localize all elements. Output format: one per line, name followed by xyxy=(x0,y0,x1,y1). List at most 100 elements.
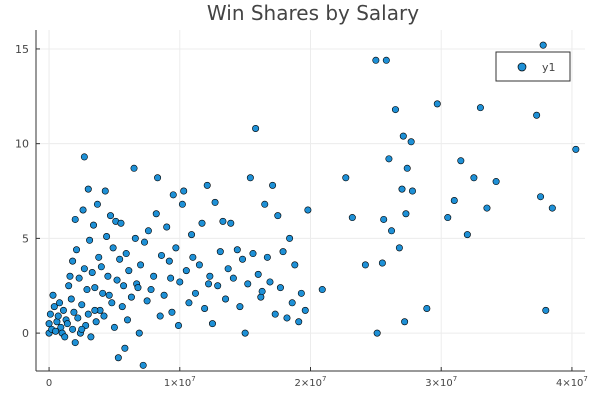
data-point-68 xyxy=(130,164,138,172)
data-point-101 xyxy=(203,181,211,189)
data-point-106 xyxy=(216,248,224,256)
data-point-169 xyxy=(537,193,545,201)
data-point-35 xyxy=(84,310,92,318)
data-point-28 xyxy=(78,301,86,309)
data-point-29 xyxy=(79,206,87,214)
data-point-62 xyxy=(120,282,128,290)
data-point-154 xyxy=(402,210,410,218)
data-point-91 xyxy=(178,200,186,208)
data-point-148 xyxy=(388,227,396,235)
axes: 0 1×107 2×107 3×107 4×107 0 5 10 15 xyxy=(15,30,588,389)
data-point-124 xyxy=(266,278,274,286)
data-point-25 xyxy=(74,314,82,322)
data-point-97 xyxy=(191,289,199,297)
data-point-171 xyxy=(542,306,550,314)
x-tick-label-2: 2×107 xyxy=(295,375,327,389)
data-point-129 xyxy=(279,248,287,256)
data-point-7 xyxy=(53,318,61,326)
data-point-69 xyxy=(131,234,139,242)
data-point-83 xyxy=(160,291,168,299)
data-point-120 xyxy=(254,270,262,278)
data-point-174 xyxy=(78,325,86,333)
data-point-36 xyxy=(86,236,94,244)
data-point-158 xyxy=(423,304,431,312)
data-point-149 xyxy=(391,106,399,114)
data-point-85 xyxy=(165,257,173,265)
data-point-37 xyxy=(87,333,95,341)
data-point-170 xyxy=(539,41,547,49)
data-point-119 xyxy=(252,125,260,133)
data-point-40 xyxy=(91,284,99,292)
data-point-57 xyxy=(113,276,121,284)
data-point-179 xyxy=(258,287,266,295)
data-point-135 xyxy=(297,289,305,297)
data-point-38 xyxy=(88,268,96,276)
data-point-118 xyxy=(249,250,257,258)
x-tick-label-4: 4×107 xyxy=(556,375,588,389)
data-point-160 xyxy=(444,214,452,222)
data-point-161 xyxy=(450,197,458,205)
data-point-46 xyxy=(99,289,107,297)
data-point-165 xyxy=(476,104,484,112)
data-point-105 xyxy=(214,282,222,290)
data-point-162 xyxy=(457,157,465,165)
data-point-178 xyxy=(205,280,213,288)
data-point-138 xyxy=(318,286,326,294)
data-point-34 xyxy=(84,185,92,193)
data-point-53 xyxy=(108,299,116,307)
data-point-142 xyxy=(372,56,380,64)
data-point-76 xyxy=(144,227,152,235)
data-point-5 xyxy=(50,303,58,311)
data-point-146 xyxy=(382,56,390,64)
data-point-102 xyxy=(206,272,214,280)
data-point-33 xyxy=(83,286,91,294)
data-point-144 xyxy=(378,259,386,267)
data-point-79 xyxy=(152,210,160,218)
legend-label-y1: y1 xyxy=(542,61,556,74)
data-point-117 xyxy=(246,174,254,182)
legend-marker xyxy=(517,62,527,72)
data-point-86 xyxy=(168,308,176,316)
data-point-61 xyxy=(118,303,126,311)
y-tick-label-2: 10 xyxy=(15,138,29,151)
data-point-10 xyxy=(57,323,65,331)
data-point-164 xyxy=(470,174,478,182)
data-point-122 xyxy=(261,200,269,208)
data-point-26 xyxy=(75,274,83,282)
data-point-81 xyxy=(156,312,164,320)
data-point-139 xyxy=(342,174,350,182)
data-point-153 xyxy=(401,318,409,326)
data-point-47 xyxy=(100,312,108,320)
data-point-60 xyxy=(117,219,125,227)
grid-layer xyxy=(36,30,585,371)
data-point-82 xyxy=(157,251,165,259)
y-tick-label-0: 0 xyxy=(22,327,29,340)
data-point-104 xyxy=(211,198,219,206)
data-point-49 xyxy=(103,232,111,240)
data-point-78 xyxy=(150,272,158,280)
y-tick-label-1: 5 xyxy=(22,232,29,245)
data-point-67 xyxy=(127,293,135,301)
data-point-77 xyxy=(147,286,155,294)
data-point-24 xyxy=(73,246,81,254)
data-point-42 xyxy=(93,200,101,208)
data-point-132 xyxy=(288,299,296,307)
data-point-152 xyxy=(399,132,407,140)
data-point-23 xyxy=(71,215,79,223)
data-point-20 xyxy=(69,257,77,265)
data-point-131 xyxy=(286,234,294,242)
data-point-128 xyxy=(276,284,284,292)
points-layer xyxy=(45,41,580,369)
data-point-159 xyxy=(433,100,441,108)
data-point-163 xyxy=(463,231,471,239)
data-point-72 xyxy=(137,261,145,269)
data-point-116 xyxy=(244,280,252,288)
data-point-64 xyxy=(122,250,130,258)
data-point-50 xyxy=(104,272,112,280)
chart-title: Win Shares by Salary xyxy=(207,1,419,25)
y-tick-label-3: 15 xyxy=(15,43,29,56)
data-point-1 xyxy=(45,320,53,328)
data-point-112 xyxy=(233,246,241,254)
data-point-108 xyxy=(222,295,230,303)
data-point-6 xyxy=(52,327,60,335)
